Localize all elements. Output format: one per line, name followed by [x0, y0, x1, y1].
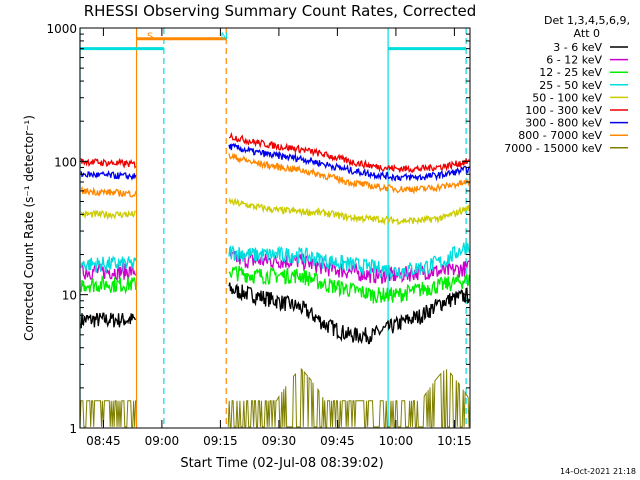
- x-tick-label-0: 08:45: [86, 434, 121, 448]
- series-8-segment-1: [227, 367, 471, 428]
- series-0-segment-0: [80, 312, 136, 329]
- series-6-segment-0: [80, 169, 137, 181]
- y-tick-label-0: 1: [69, 422, 77, 436]
- series-1: [80, 250, 470, 284]
- plot-frame: [79, 27, 471, 429]
- series-7-segment-1: [228, 152, 470, 195]
- series-1-segment-0: [80, 261, 137, 282]
- y-axis-label: Corrected Count Rate (s⁻¹ detector⁻¹): [22, 115, 36, 341]
- series-2: [80, 265, 470, 304]
- series-1-segment-1: [228, 250, 470, 284]
- series-7: [80, 152, 470, 198]
- x-tick-label-2: 09:15: [203, 434, 238, 448]
- series-2-segment-1: [228, 265, 470, 304]
- legend-label-5: 100 - 300 keV: [525, 104, 602, 117]
- x-tick-label-5: 10:00: [379, 434, 414, 448]
- x-tick-label-3: 09:30: [262, 434, 297, 448]
- series-8-segment-0: [79, 400, 137, 428]
- legend-header-line-1: Det 1,3,4,5,6,9,: [544, 14, 630, 27]
- legend-header-line-2: Att 0: [574, 27, 600, 40]
- legend-label-0: 3 - 6 keV: [553, 41, 602, 54]
- axes: [79, 27, 471, 429]
- series-8: [79, 367, 471, 428]
- annotation-s: S: [147, 31, 153, 42]
- y-tick-label-3: 1000: [46, 22, 77, 36]
- series-4: [80, 197, 470, 226]
- series-6: [80, 142, 470, 182]
- x-tick-label-4: 09:45: [320, 434, 355, 448]
- legend-label-1: 6 - 12 keV: [546, 54, 602, 67]
- y-tick-label-1: 10: [62, 289, 77, 303]
- x-tick-label-1: 09:00: [145, 434, 180, 448]
- legend-label-4: 50 - 100 keV: [532, 91, 602, 104]
- y-axis-ticks: 1 10 100 1000: [46, 22, 470, 436]
- series-6-segment-1: [228, 142, 470, 182]
- series-4-segment-0: [80, 208, 137, 221]
- x-axis-ticks: 08:45 09:00 09:15 09:30 09:45 10:00 10:15: [86, 28, 472, 448]
- series-5-segment-1: [229, 131, 470, 173]
- legend-label-2: 12 - 25 keV: [539, 66, 602, 79]
- series-5-segment-0: [80, 157, 137, 169]
- annotation-n: N: [221, 31, 228, 42]
- x-axis-label: Start Time (02-Jul-08 08:39:02): [180, 456, 383, 471]
- series-5: [80, 131, 470, 173]
- series-3-segment-0: [80, 255, 137, 274]
- chart-title: RHESSI Observing Summary Count Rates, Co…: [84, 2, 477, 20]
- legend-label-6: 300 - 800 keV: [525, 117, 602, 130]
- legend-label-3: 25 - 50 keV: [539, 79, 602, 92]
- x-tick-label-6: 10:15: [437, 434, 472, 448]
- series-7-segment-0: [80, 185, 137, 198]
- series-0-segment-1: [228, 282, 470, 345]
- legend-label-7: 800 - 7000 keV: [518, 129, 602, 142]
- legend-label-8: 7000 - 15000 keV: [504, 142, 602, 155]
- series-4-segment-1: [228, 197, 470, 226]
- y-tick-label-2: 100: [54, 155, 77, 169]
- series-0: [80, 282, 470, 345]
- series-3: [80, 241, 470, 282]
- footer-timestamp: 14-Oct-2021 21:18: [560, 467, 636, 476]
- series-2-segment-0: [80, 275, 137, 295]
- series-3-segment-1: [228, 241, 470, 282]
